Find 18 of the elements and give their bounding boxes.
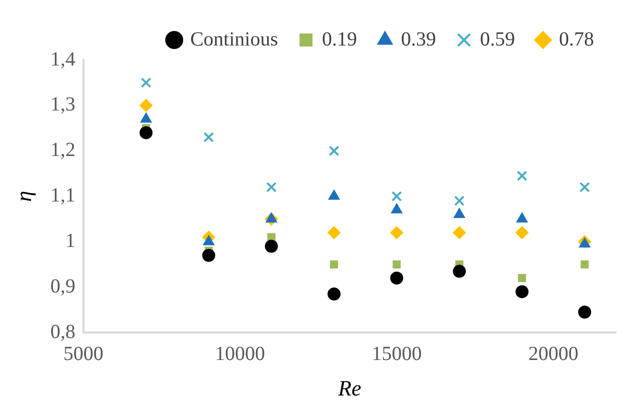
legend-label: 0.39	[401, 28, 436, 50]
x-tick-label: 10000	[215, 342, 266, 365]
legend-label: 0.78	[559, 28, 594, 50]
y-tick-label: 1,1	[50, 184, 76, 207]
x-tick-label: 15000	[372, 342, 422, 365]
x-tick-label: 5000	[63, 342, 104, 365]
legend-label: 0.19	[322, 28, 357, 50]
y-tick-label: 0,9	[50, 275, 76, 298]
y-tick-label: 1	[65, 230, 76, 252]
y-tick-label: 1,2	[50, 139, 76, 162]
x-axis-title: Re	[337, 376, 362, 401]
y-tick-label: 0,8	[50, 320, 76, 343]
legend-label: Continious	[190, 28, 278, 50]
y-axis-title: η	[10, 190, 36, 202]
y-tick-label: 1,3	[50, 94, 76, 116]
legend-label: 0.59	[480, 28, 515, 50]
x-tick-label: 20000	[528, 342, 578, 365]
y-tick-label: 1,4	[50, 48, 76, 70]
